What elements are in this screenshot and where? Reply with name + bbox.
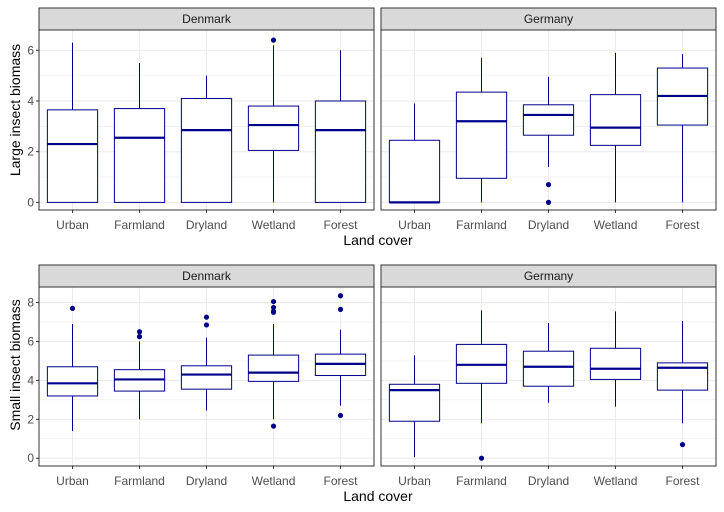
- box-wetland: [247, 298, 300, 429]
- outlier-point: [270, 309, 277, 315]
- outlier-point: [545, 182, 552, 188]
- box-farmland: [113, 329, 166, 420]
- box-forest: [656, 321, 709, 448]
- facet-strip-label: Denmark: [182, 12, 232, 26]
- box-forest: [314, 293, 367, 419]
- x-tick-label: Dryland: [528, 218, 569, 232]
- y-tick-label: 4: [27, 94, 34, 108]
- box-body: [589, 94, 642, 146]
- y-tick-label: 2: [27, 145, 34, 159]
- outlier-point: [270, 37, 277, 43]
- box-body: [46, 109, 99, 203]
- bottom-x-axis-title: Land cover: [343, 488, 413, 504]
- box-wetland: [247, 37, 300, 203]
- box-farmland: [113, 62, 166, 203]
- box-urban: [46, 305, 99, 431]
- x-tick-label: Dryland: [528, 474, 569, 488]
- outlier-point: [337, 306, 344, 312]
- y-tick-label: 0: [27, 451, 34, 465]
- y-tick-label: 2: [27, 412, 34, 426]
- x-tick-label: Forest: [665, 218, 700, 232]
- box-urban: [388, 103, 441, 204]
- outlier-point: [337, 293, 344, 299]
- bottom-y-axis-title: Small insect biomass: [7, 299, 23, 431]
- y-tick-label: 4: [27, 373, 34, 387]
- box-wetland: [589, 52, 642, 203]
- y-tick-label: 0: [27, 195, 34, 209]
- outlier-point: [270, 304, 277, 311]
- box-body: [455, 91, 508, 179]
- box-body: [522, 104, 575, 136]
- x-tick-label: Urban: [398, 218, 431, 232]
- x-tick-label: Wetland: [594, 474, 638, 488]
- x-tick-label: Farmland: [114, 218, 165, 232]
- outlier-point: [337, 412, 344, 419]
- box-body: [247, 105, 300, 151]
- facet-panel-germany: Germany Urban Farmland Dryland Wetland Forest: [380, 264, 717, 488]
- box-farmland: [455, 57, 508, 203]
- x-tick-label: Wetland: [594, 218, 638, 232]
- outlier-point: [203, 314, 210, 320]
- box-body: [589, 347, 642, 380]
- box-body: [388, 139, 441, 203]
- box-forest: [656, 54, 709, 203]
- x-tick-label: Farmland: [456, 218, 507, 232]
- x-tick-label: Wetland: [252, 474, 296, 488]
- outlier-point: [136, 329, 143, 335]
- facet-strip-label: Germany: [524, 269, 573, 283]
- outlier-point: [679, 441, 686, 448]
- outlier-point: [203, 322, 210, 328]
- box-forest: [314, 50, 367, 203]
- x-tick-label: Farmland: [114, 474, 165, 488]
- y-tick-label: 6: [27, 334, 34, 348]
- y-tick-label: 8: [27, 296, 34, 310]
- top-y-axis-title: Large insect biomass: [7, 44, 23, 176]
- box-dryland: [180, 314, 233, 411]
- y-tick-label: 6: [27, 43, 34, 57]
- outlier-point: [270, 298, 277, 305]
- x-tick-label: Forest: [665, 474, 700, 488]
- box-body: [180, 97, 233, 203]
- box-body: [113, 108, 166, 203]
- x-tick-label: Urban: [56, 474, 89, 488]
- facet-panel-denmark: Denmark Urban Farmland Dryland Wetland Forest…: [27, 264, 375, 488]
- outlier-point: [69, 305, 76, 312]
- top-x-axis-title: Land cover: [343, 232, 413, 248]
- facet-panel-germany: Germany Urban Farmland Dryland Wetland Forest: [380, 7, 717, 232]
- box-dryland: [180, 75, 233, 203]
- box-body: [522, 350, 575, 387]
- x-tick-label: Urban: [56, 218, 89, 232]
- facet-panel-denmark: Denmark Urban Farmland Dryland Wetland Forest…: [27, 7, 375, 232]
- x-tick-label: Wetland: [252, 218, 296, 232]
- facet-strip-label: Germany: [524, 12, 573, 26]
- x-tick-label: Forest: [323, 474, 358, 488]
- x-tick-label: Dryland: [186, 474, 227, 488]
- box-body: [314, 100, 367, 203]
- facet-strip-label: Denmark: [182, 269, 232, 283]
- box-body: [180, 365, 233, 390]
- box-urban: [388, 355, 441, 458]
- x-tick-label: Urban: [398, 474, 431, 488]
- plot-layer: Denmark Urban Farmland Dryland Wetland Forest…: [27, 7, 717, 488]
- x-tick-label: Dryland: [186, 218, 227, 232]
- box-dryland: [522, 76, 575, 205]
- x-tick-label: Forest: [323, 218, 358, 232]
- outlier-point: [136, 334, 143, 340]
- box-dryland: [522, 322, 575, 403]
- box-body: [247, 354, 300, 382]
- box-urban: [46, 42, 99, 203]
- box-wetland: [589, 311, 642, 407]
- box-body: [46, 366, 99, 397]
- outlier-point: [478, 455, 485, 461]
- box-farmland: [455, 310, 508, 461]
- outlier-point: [270, 423, 277, 429]
- outlier-point: [545, 199, 552, 205]
- x-tick-label: Farmland: [456, 474, 507, 488]
